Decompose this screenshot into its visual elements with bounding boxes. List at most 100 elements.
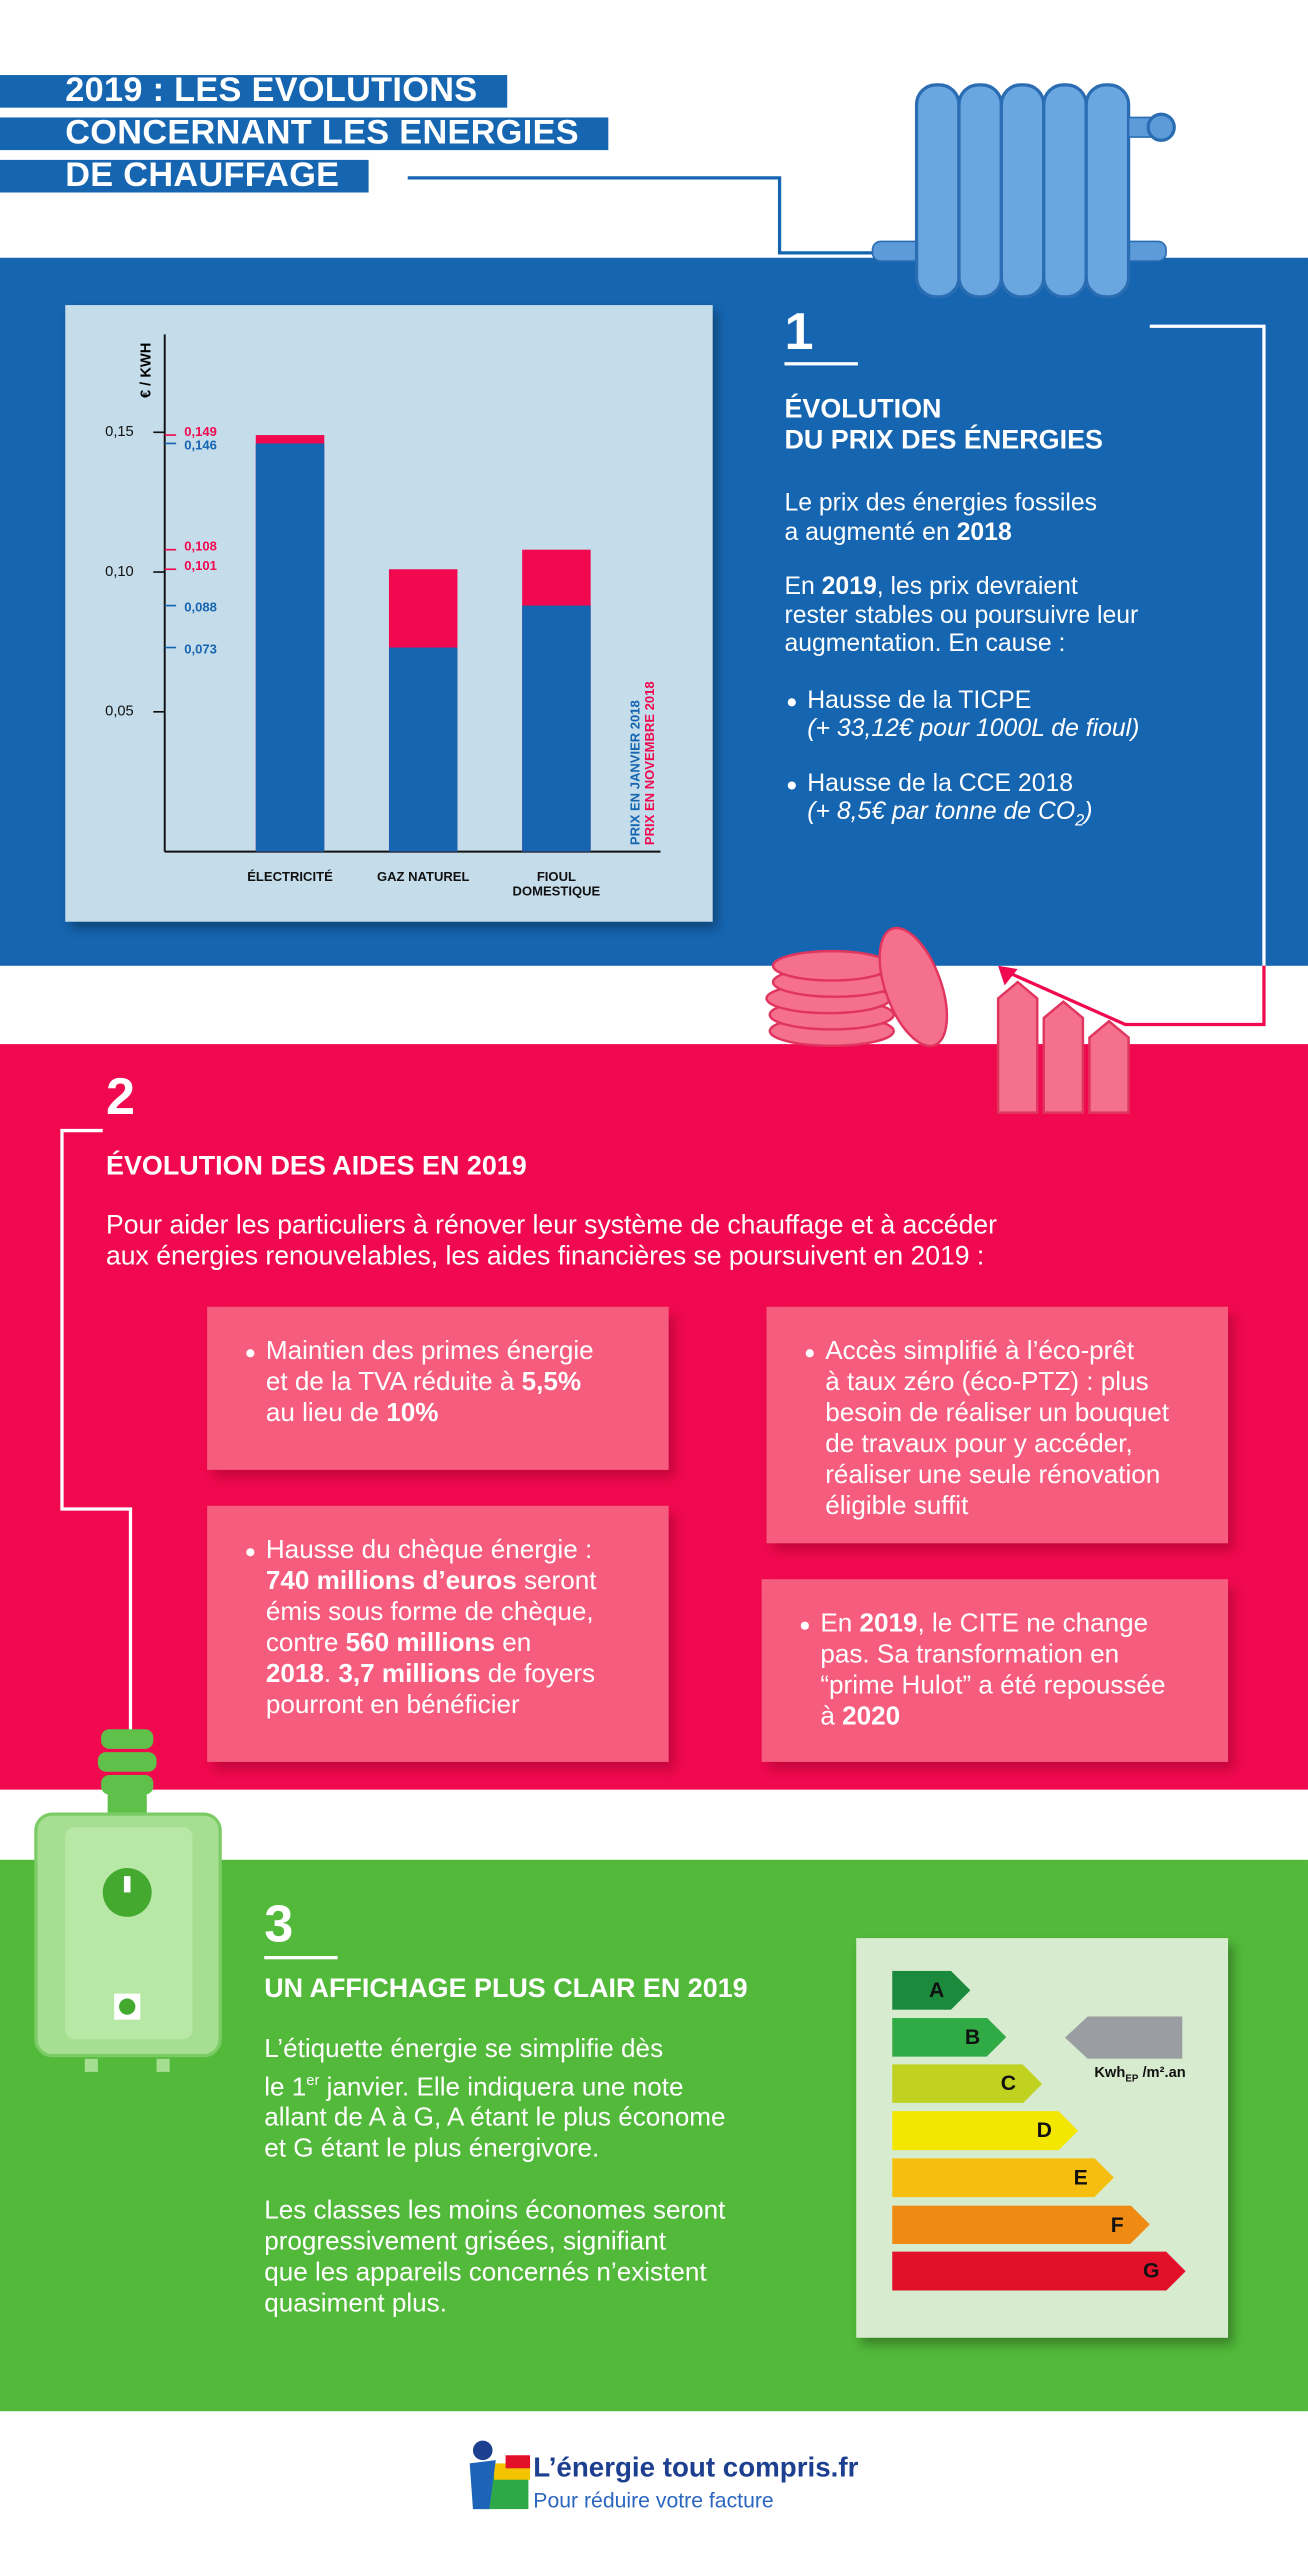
bold-text: 2019 bbox=[821, 572, 877, 601]
radiator-illustration bbox=[871, 83, 1176, 299]
paragraph: En 2019, les prix devraient rester stabl… bbox=[784, 573, 1290, 659]
superscript: er bbox=[306, 2071, 320, 2089]
logo-title: L’énergie tout compris.fr bbox=[533, 2451, 859, 2483]
energy-class: B bbox=[892, 2018, 1006, 2057]
bold-text: 560 millions bbox=[345, 1629, 496, 1658]
text: en bbox=[502, 1629, 532, 1658]
aid-box: Accès simplifié à l’éco-prêt à taux zéro… bbox=[766, 1306, 1229, 1544]
header-title: 2019 : LES EVOLUTIONS CONCERNANT LES ENE… bbox=[0, 73, 609, 202]
energy-class-letter: G bbox=[1143, 2258, 1160, 2283]
bold-text: 10% bbox=[386, 1399, 439, 1428]
text: Maintien des primes énergie et de la TVA… bbox=[265, 1337, 594, 1397]
underline bbox=[264, 1956, 338, 1959]
bullet: En 2019, le CITE ne change pas. Sa trans… bbox=[798, 1609, 1212, 1733]
text: Le prix des énergies fossiles a augmenté… bbox=[784, 489, 1098, 546]
energy-class-letter: A bbox=[928, 1977, 945, 2002]
bullet-detail-end: ) bbox=[1084, 797, 1093, 826]
underline bbox=[784, 362, 858, 365]
bar bbox=[522, 605, 591, 852]
y-tick-label: 0,05 bbox=[105, 704, 134, 720]
bold-text: 2020 bbox=[842, 1703, 901, 1731]
bold-text: 5,5% bbox=[521, 1368, 582, 1397]
bar bbox=[255, 443, 325, 852]
section-number: 2 bbox=[106, 1066, 136, 1126]
legend-entry: PRIX EN JANVIER 2018 bbox=[627, 700, 642, 845]
aid-box: Maintien des primes énergie et de la TVA… bbox=[207, 1306, 669, 1470]
connector-line bbox=[407, 176, 889, 255]
logo-tagline: Pour réduire votre facture bbox=[533, 2487, 774, 2513]
y-axis-label: € / KWH bbox=[139, 343, 155, 398]
paragraph: Les classes les moins économes seront pr… bbox=[264, 2198, 726, 2319]
unit-base: Kwh bbox=[1094, 2063, 1126, 2081]
bullet: Hausse de la TICPE (+ 33,12€ pour 1000L … bbox=[784, 686, 1290, 743]
bullet-detail: (+ 33,12€ pour 1000L de fioul) bbox=[807, 714, 1140, 743]
unit-label: KwhEP /m².an bbox=[1094, 2064, 1185, 2085]
value-label: 0,088 bbox=[184, 599, 217, 614]
value-label: 0,146 bbox=[184, 437, 217, 452]
text: au lieu de bbox=[265, 1399, 380, 1428]
bar bbox=[388, 647, 458, 852]
energy-class: F bbox=[892, 2205, 1150, 2244]
y-tick-label: 0,15 bbox=[105, 424, 134, 440]
bold-text: 3,7 millions bbox=[338, 1660, 481, 1689]
paragraph: Le prix des énergies fossiles a augmenté… bbox=[784, 489, 1290, 546]
bold-text: 2018 bbox=[956, 517, 1012, 546]
unit-arrow bbox=[1064, 2016, 1183, 2059]
value-label: 0,101 bbox=[184, 558, 217, 573]
section-number: 1 bbox=[784, 301, 814, 361]
bullet: Accès simplifié à l’éco-prêt à taux zéro… bbox=[802, 1336, 1211, 1522]
text: . bbox=[323, 1660, 339, 1689]
legend-entry: PRIX EN NOVEMBRE 2018 bbox=[642, 681, 657, 845]
bullet-text: Hausse de la TICPE bbox=[807, 686, 1032, 714]
section-title: UN AFFICHAGE PLUS CLAIR EN 2019 bbox=[264, 1973, 748, 2004]
text: , les prix devraient rester stables ou p… bbox=[784, 572, 1139, 658]
energy-class: C bbox=[892, 2064, 1042, 2103]
energy-class: A bbox=[892, 1971, 970, 2010]
bars-illustration bbox=[996, 980, 1130, 1114]
energy-class: D bbox=[892, 2111, 1078, 2150]
section-title: ÉVOLUTION DES AIDES EN 2019 bbox=[106, 1151, 527, 1182]
section-3: 3 UN AFFICHAGE PLUS CLAIR EN 2019 L’étiq… bbox=[264, 1897, 835, 2320]
y-tick-label: 0,10 bbox=[105, 564, 134, 580]
aid-box: Hausse du chèque énergie : 740 millions … bbox=[207, 1505, 669, 1762]
bullet-detail: (+ 8,5€ par tonne de CO2) bbox=[807, 797, 1093, 831]
section-number: 3 bbox=[264, 1894, 294, 1953]
text: En bbox=[784, 572, 822, 601]
connector-line bbox=[1149, 324, 1266, 966]
bullet-text: Hausse de la CCE 2018 bbox=[807, 769, 1074, 797]
text: , le CITE ne change pas. Sa transformati… bbox=[820, 1610, 1166, 1731]
paragraph: L’étiquette énergie se simplifie dès le … bbox=[264, 2034, 835, 2165]
unit-sub: EP bbox=[1125, 2074, 1139, 2085]
bold-text: 2019 bbox=[859, 1610, 918, 1638]
bullet: Hausse de la CCE 2018 (+ 8,5€ par tonne … bbox=[784, 769, 1290, 836]
energy-class: E bbox=[892, 2158, 1114, 2197]
bullet: Hausse du chèque énergie : 740 millions … bbox=[243, 1535, 652, 1721]
x-tick-label: FIOUL DOMESTIQUE bbox=[512, 869, 601, 899]
connector-line bbox=[1007, 965, 1266, 1027]
chart: € / KWH 0,05 0,10 0,15 0,146 0,073 0,088 0,149 0… bbox=[105, 334, 661, 853]
bold-text: 2018 bbox=[265, 1660, 324, 1689]
title-line: 2019 : LES EVOLUTIONS bbox=[0, 73, 507, 108]
x-tick-label: ÉLECTRICITÉ bbox=[247, 869, 333, 885]
energy-class: G bbox=[892, 2252, 1186, 2291]
value-label: 0,073 bbox=[184, 641, 217, 656]
text: En bbox=[820, 1610, 860, 1638]
energy-class-letter: E bbox=[1073, 2164, 1088, 2190]
text: L’étiquette énergie se simplifie dès le … bbox=[264, 2035, 664, 2102]
text: Accès simplifié à l’éco-prêt à taux zéro… bbox=[825, 1337, 1170, 1521]
energy-class-letter: F bbox=[1110, 2211, 1124, 2236]
unit-rest: /m².an bbox=[1138, 2063, 1186, 2081]
coins-illustration bbox=[765, 926, 949, 1048]
bullet: Maintien des primes énergie et de la TVA… bbox=[243, 1336, 652, 1429]
section-title: ÉVOLUTION DU PRIX DES ÉNERGIES bbox=[784, 394, 1103, 456]
text: de foyers pourront en bénéficier bbox=[265, 1660, 596, 1720]
subscript: 2 bbox=[1075, 812, 1085, 831]
bullet-detail-text: (+ 8,5€ par tonne de CO bbox=[807, 797, 1076, 826]
title-line: DE CHAUFFAGE bbox=[0, 158, 369, 193]
energy-class-letter: B bbox=[964, 2024, 981, 2049]
boiler-illustration bbox=[34, 1729, 222, 2072]
